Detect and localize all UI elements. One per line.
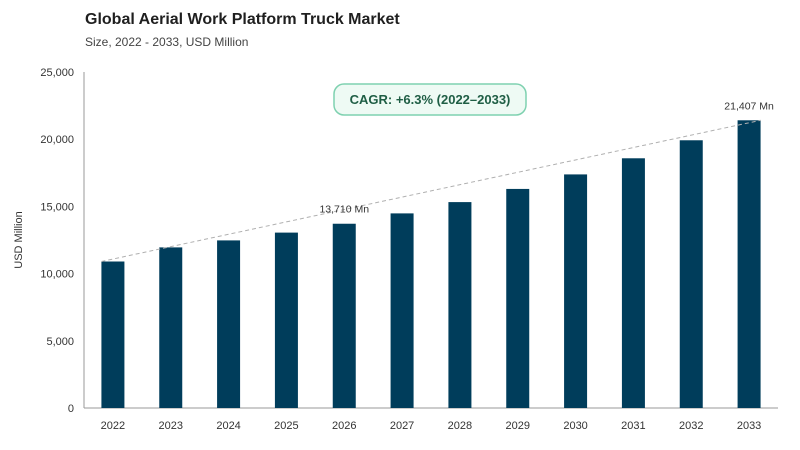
- bar: [737, 120, 761, 408]
- bar: [332, 223, 356, 408]
- x-tick-label: 2032: [679, 420, 703, 432]
- labels: 13,710 Mn 21,407 Mn: [319, 100, 774, 215]
- y-tick-label: 5,000: [46, 336, 74, 348]
- bar: [274, 232, 298, 408]
- cagr-badge-text: CAGR: +6.3% (2022–2033): [350, 92, 511, 107]
- x-tick-label: 2029: [506, 420, 530, 432]
- bars: [101, 119, 761, 408]
- data-label: 13,710 Mn: [319, 204, 369, 216]
- y-tick-label: 20,000: [40, 134, 74, 146]
- bar: [564, 174, 588, 408]
- data-label: 21,407 Mn: [724, 100, 774, 112]
- cagr-badge: CAGR: +6.3% (2022–2033): [333, 83, 527, 116]
- x-tick-label: 2025: [274, 420, 298, 432]
- chart-title: Global Aerial Work Platform Truck Market: [85, 11, 400, 28]
- bar: [101, 261, 125, 408]
- y-axis-label: USD Million: [13, 211, 25, 268]
- bar: [621, 158, 645, 408]
- x-tick-label: 2024: [216, 420, 240, 432]
- bar: [506, 188, 530, 408]
- cagr-badge-box: [333, 83, 527, 116]
- bar: [159, 247, 183, 408]
- x-tick-label: 2033: [737, 420, 761, 432]
- y-tick-label: 10,000: [40, 269, 74, 281]
- chart-subtitle: Size, 2022 - 2033, USD Million: [85, 35, 249, 49]
- bar: [390, 213, 414, 408]
- x-tick-label: 2023: [159, 420, 183, 432]
- axes: 0 5,000 10,000 15,000 20,000 25,000 2022 2023 20…: [40, 67, 778, 432]
- bar: [217, 240, 241, 408]
- x-tick-label: 2028: [448, 420, 472, 432]
- x-tick-label: 2030: [563, 420, 587, 432]
- y-tick-label: 15,000: [40, 201, 74, 213]
- x-tick-label: 2022: [101, 420, 125, 432]
- bar: [679, 140, 703, 408]
- y-tick-label: 0: [68, 403, 74, 415]
- x-tick-label: 2031: [621, 420, 645, 432]
- x-tick-label: 2026: [332, 420, 356, 432]
- trend-line: [101, 119, 761, 262]
- y-tick-label: 25,000: [40, 67, 74, 79]
- bar: [448, 202, 472, 408]
- x-tick-label: 2027: [390, 420, 414, 432]
